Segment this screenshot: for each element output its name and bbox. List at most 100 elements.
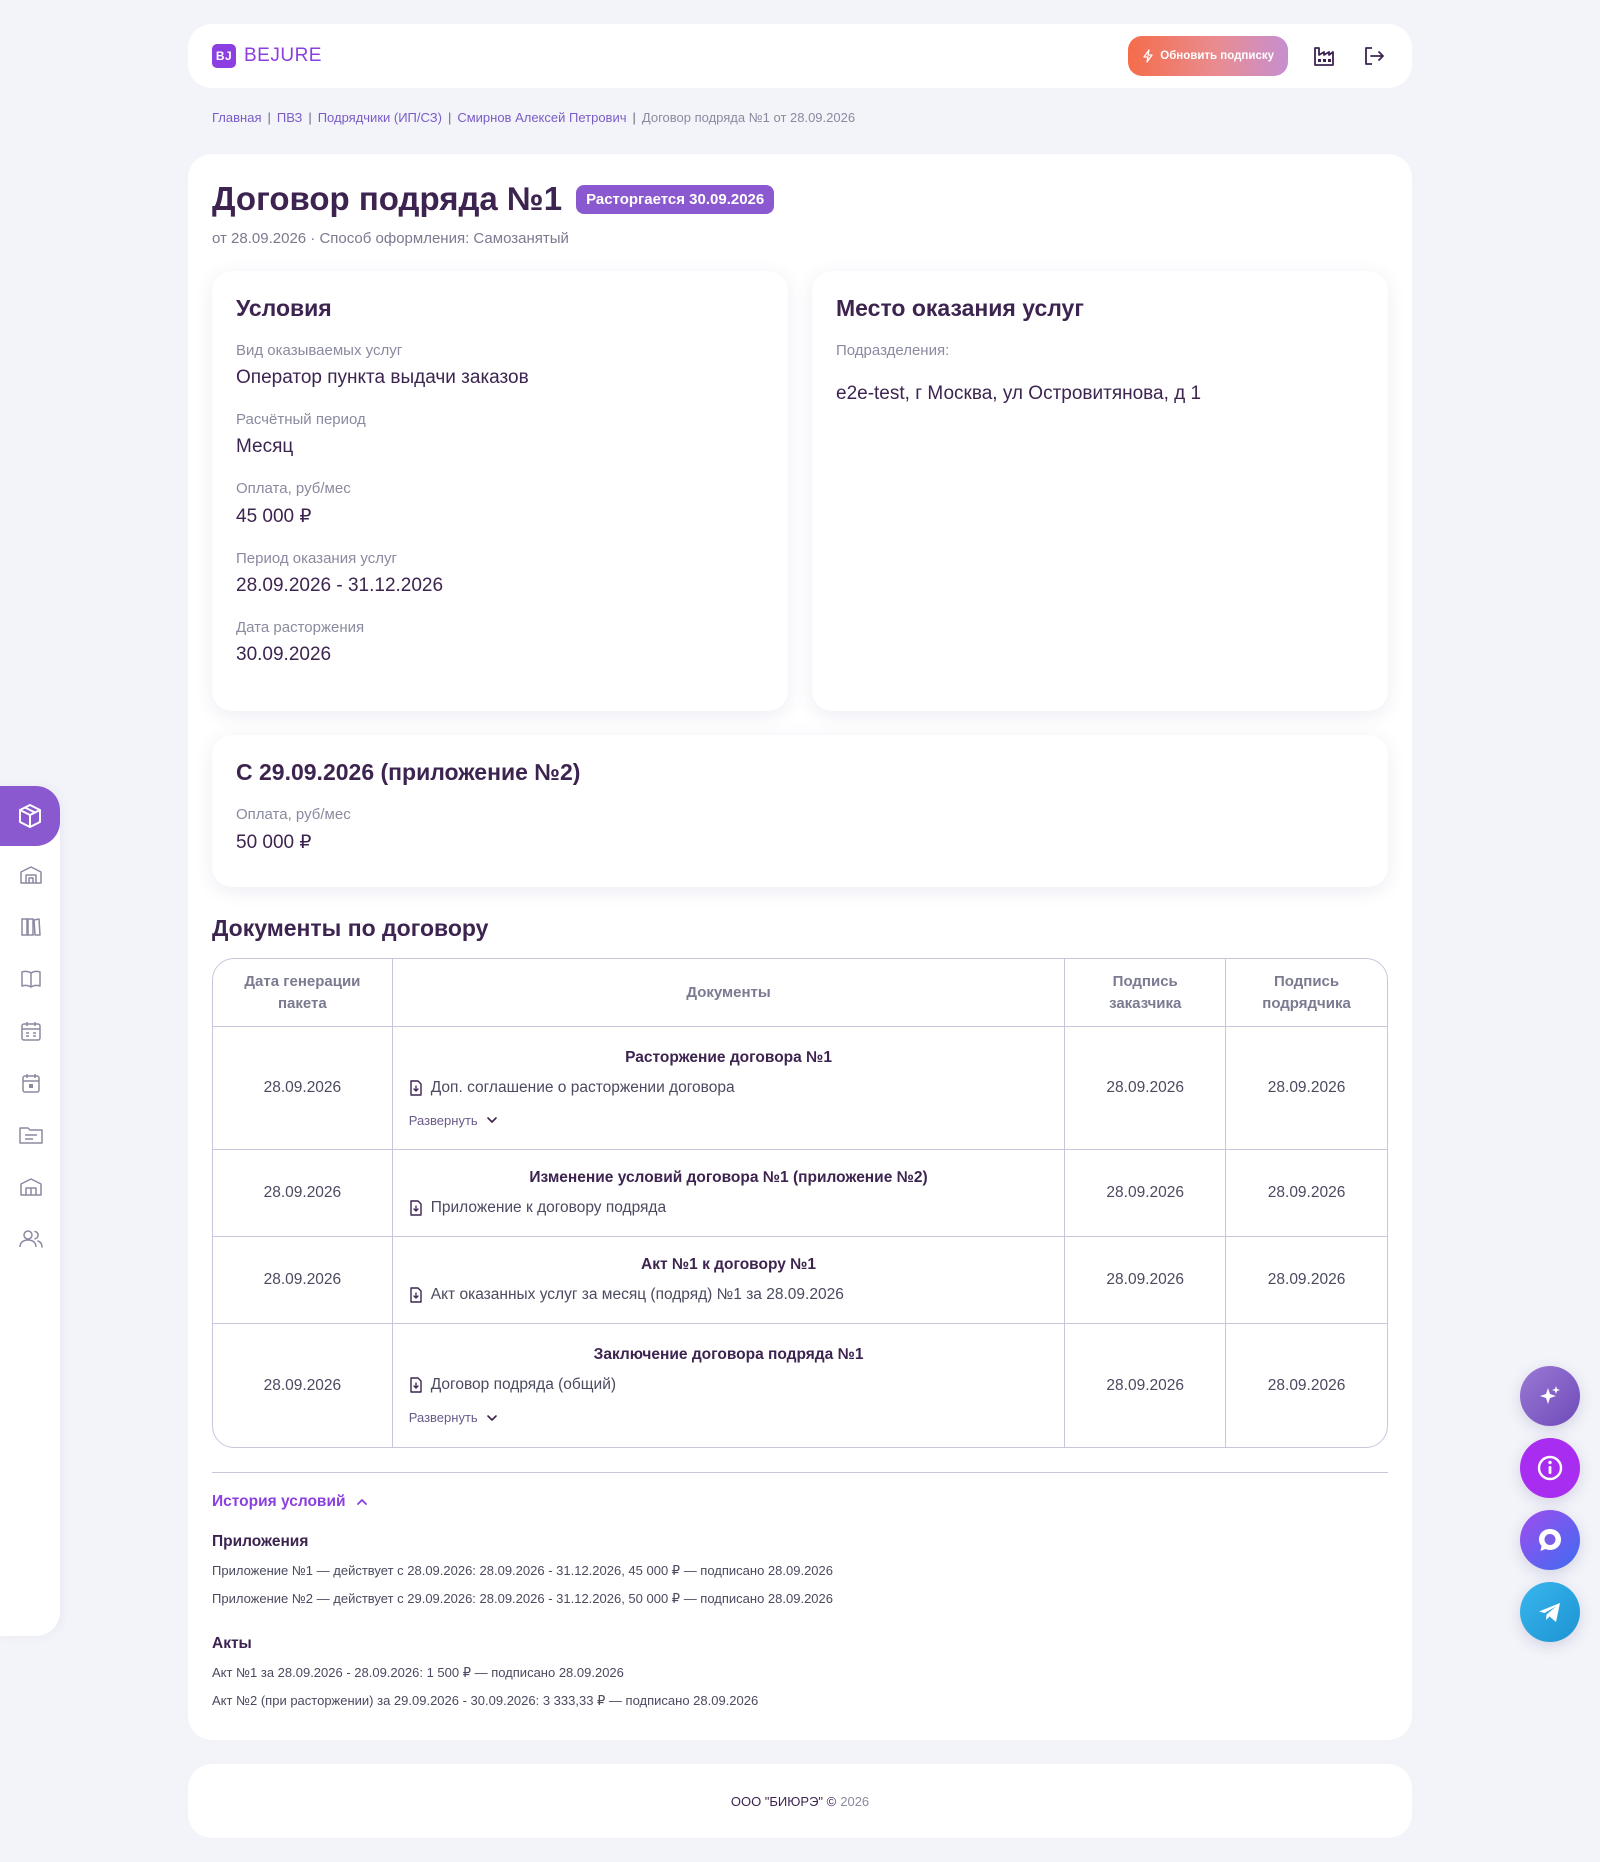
documents-title: Документы по договору: [212, 915, 489, 941]
sparkle-icon: [1540, 1386, 1560, 1404]
field-label: Расчётный период: [236, 411, 366, 428]
ai-assistant-button[interactable]: [1520, 1366, 1580, 1426]
contractor-sign-cell: 28.09.2026: [1267, 1376, 1346, 1394]
top-header: BJ BEJURE Обновить подписку: [188, 24, 1412, 88]
history-toggle[interactable]: История условий: [212, 1493, 1388, 1511]
field-value: Оператор пункта выдачи заказов: [236, 367, 529, 388]
book-shelf-icon: [21, 918, 41, 936]
sidebar-item-calendar[interactable]: [18, 1070, 44, 1096]
telegram-button[interactable]: [1520, 1582, 1580, 1642]
sidebar-item-products[interactable]: [0, 786, 60, 846]
date-cell: 28.09.2026: [213, 1150, 393, 1237]
column-header: Подпись подрядчика: [1226, 959, 1387, 1027]
field-label: Оплата, руб/мес: [236, 480, 351, 497]
conditions-title: Условия: [236, 295, 332, 321]
client-sign-cell: 28.09.2026: [1065, 1150, 1227, 1237]
package-title: Заключение договора подряда №1: [593, 1346, 864, 1363]
field-value: 28.09.2026 - 31.12.2026: [236, 575, 444, 596]
sidebar-item-pvz[interactable]: [18, 1174, 44, 1200]
amendment-title: С 29.09.2026 (приложение №2): [236, 759, 581, 785]
history-item: Приложение №2 — действует с 29.09.2026: …: [212, 1591, 833, 1606]
document-download-icon: [410, 1377, 422, 1393]
expand-button[interactable]: Развернуть: [409, 1113, 1049, 1128]
document-download-icon: [410, 1287, 422, 1303]
sidebar: [0, 786, 60, 1636]
info-icon: [1537, 1455, 1563, 1481]
calendar-day-icon: [22, 1074, 40, 1093]
client-sign-cell: 28.09.2026: [1065, 1027, 1227, 1150]
client-sign-cell: 28.09.2026: [1065, 1324, 1227, 1447]
divider: [212, 1472, 1388, 1473]
expand-button[interactable]: Развернуть: [409, 1410, 1049, 1425]
expand-label: Развернуть: [408, 1112, 478, 1128]
document-name: Акт оказанных услуг за месяц (подряд) №1…: [430, 1286, 844, 1303]
field-value: 45 000 ₽: [236, 506, 312, 527]
warehouse-icon: [20, 866, 42, 884]
breadcrumb-item[interactable]: Главная: [212, 110, 262, 125]
chevron-down-icon: [486, 1414, 497, 1421]
logo-text: BEJURE: [244, 45, 322, 66]
field-value: Месяц: [236, 436, 294, 457]
telegram-icon: [1539, 1603, 1560, 1622]
document-name: Договор подряда (общий): [430, 1376, 617, 1393]
date-cell: 28.09.2026: [213, 1324, 393, 1447]
sidebar-item-library[interactable]: [18, 914, 44, 940]
breadcrumb-item[interactable]: ПВЗ: [276, 110, 303, 125]
table-row: 28.09.2026 Расторжение договора №1 Доп. …: [213, 1027, 1387, 1150]
date-cell: 28.09.2026: [213, 1027, 393, 1150]
contractor-sign-cell: 28.09.2026: [1226, 1237, 1387, 1324]
breadcrumb-item[interactable]: Подрядчики (ИП/СЗ): [317, 110, 442, 125]
chevron-up-icon: [356, 1499, 367, 1505]
amendment-card: С 29.09.2026 (приложение №2) Оплата, руб…: [212, 735, 1388, 887]
field-label: Вид оказываемых услуг: [236, 342, 403, 359]
info-button[interactable]: [1520, 1438, 1580, 1498]
sidebar-item-files[interactable]: [18, 1122, 44, 1148]
footer-year: 2026: [840, 1793, 870, 1809]
users-icon: [19, 1230, 43, 1248]
breadcrumb-current: Договор подряда №1 от 28.09.2026: [641, 110, 856, 125]
main-card: Договор подряда №1 Расторгается 30.09.20…: [188, 154, 1412, 1740]
package-title: Акт №1 к договору №1: [641, 1256, 817, 1273]
document-link[interactable]: Договор подряда (общий): [409, 1376, 1049, 1394]
sidebar-item-warehouse[interactable]: [18, 862, 44, 888]
footer-company: ООО "БИЮРЭ" ©: [730, 1793, 837, 1809]
status-badge: Расторгается 30.09.2026: [576, 184, 775, 214]
documents-table: Дата генерации пакета Документы Подпись …: [212, 958, 1388, 1448]
place-title: Место оказания услуг: [836, 295, 1084, 321]
open-book-icon: [21, 970, 41, 988]
logo-mark: BJ: [212, 44, 236, 68]
field-label: Подразделения:: [836, 342, 950, 359]
sidebar-item-schedule[interactable]: [18, 1018, 44, 1044]
document-name: Приложение к договору подряда: [430, 1199, 667, 1216]
table-row: 28.09.2026 Акт №1 к договору №1 Акт оказ…: [213, 1237, 1387, 1324]
contractor-sign-cell: 28.09.2026: [1226, 1150, 1387, 1237]
date-cell: 28.09.2026: [213, 1237, 393, 1324]
document-link[interactable]: Доп. соглашение о расторжении договора: [409, 1079, 1049, 1097]
breadcrumb-item[interactable]: Смирнов Алексей Петрович: [457, 110, 627, 125]
breadcrumb: Главная | ПВЗ | Подрядчики (ИП/СЗ) | Сми…: [212, 110, 856, 125]
history-item: Акт №2 (при расторжении) за 29.09.2026 -…: [212, 1693, 759, 1708]
table-row: 28.09.2026 Изменение условий договора №1…: [213, 1150, 1387, 1237]
chat-button[interactable]: [1520, 1510, 1580, 1570]
document-link[interactable]: Приложение к договору подряда: [409, 1199, 1049, 1217]
chat-icon: [1539, 1529, 1561, 1551]
conditions-card: Условия Вид оказываемых услуг Оператор п…: [212, 271, 788, 711]
logo[interactable]: BJ BEJURE: [212, 44, 322, 68]
box-icon: [19, 804, 41, 828]
appendices-title: Приложения: [212, 1533, 309, 1550]
history-item: Акт №1 за 28.09.2026 - 28.09.2026: 1 500…: [212, 1665, 624, 1680]
logout-icon[interactable]: [1360, 42, 1388, 70]
column-header: Документы: [392, 959, 1066, 1027]
package-title: Расторжение договора №1: [625, 1048, 832, 1066]
field-label: Дата расторжения: [236, 619, 365, 636]
history-item: Приложение №1 — действует с 28.09.2026: …: [212, 1563, 833, 1578]
document-download-icon: [410, 1200, 422, 1216]
acts-title: Акты: [212, 1635, 252, 1652]
subdivision-value: e2e-test, г Москва, ул Островитянова, д …: [836, 383, 1202, 404]
factory-icon[interactable]: [1310, 42, 1338, 70]
sidebar-item-contractors[interactable]: [18, 1226, 44, 1252]
document-link[interactable]: Акт оказанных услуг за месяц (подряд) №1…: [409, 1286, 1049, 1304]
upgrade-subscription-button[interactable]: Обновить подписку: [1128, 36, 1288, 76]
expand-label: Развернуть: [408, 1410, 478, 1425]
sidebar-item-docs[interactable]: [18, 966, 44, 992]
